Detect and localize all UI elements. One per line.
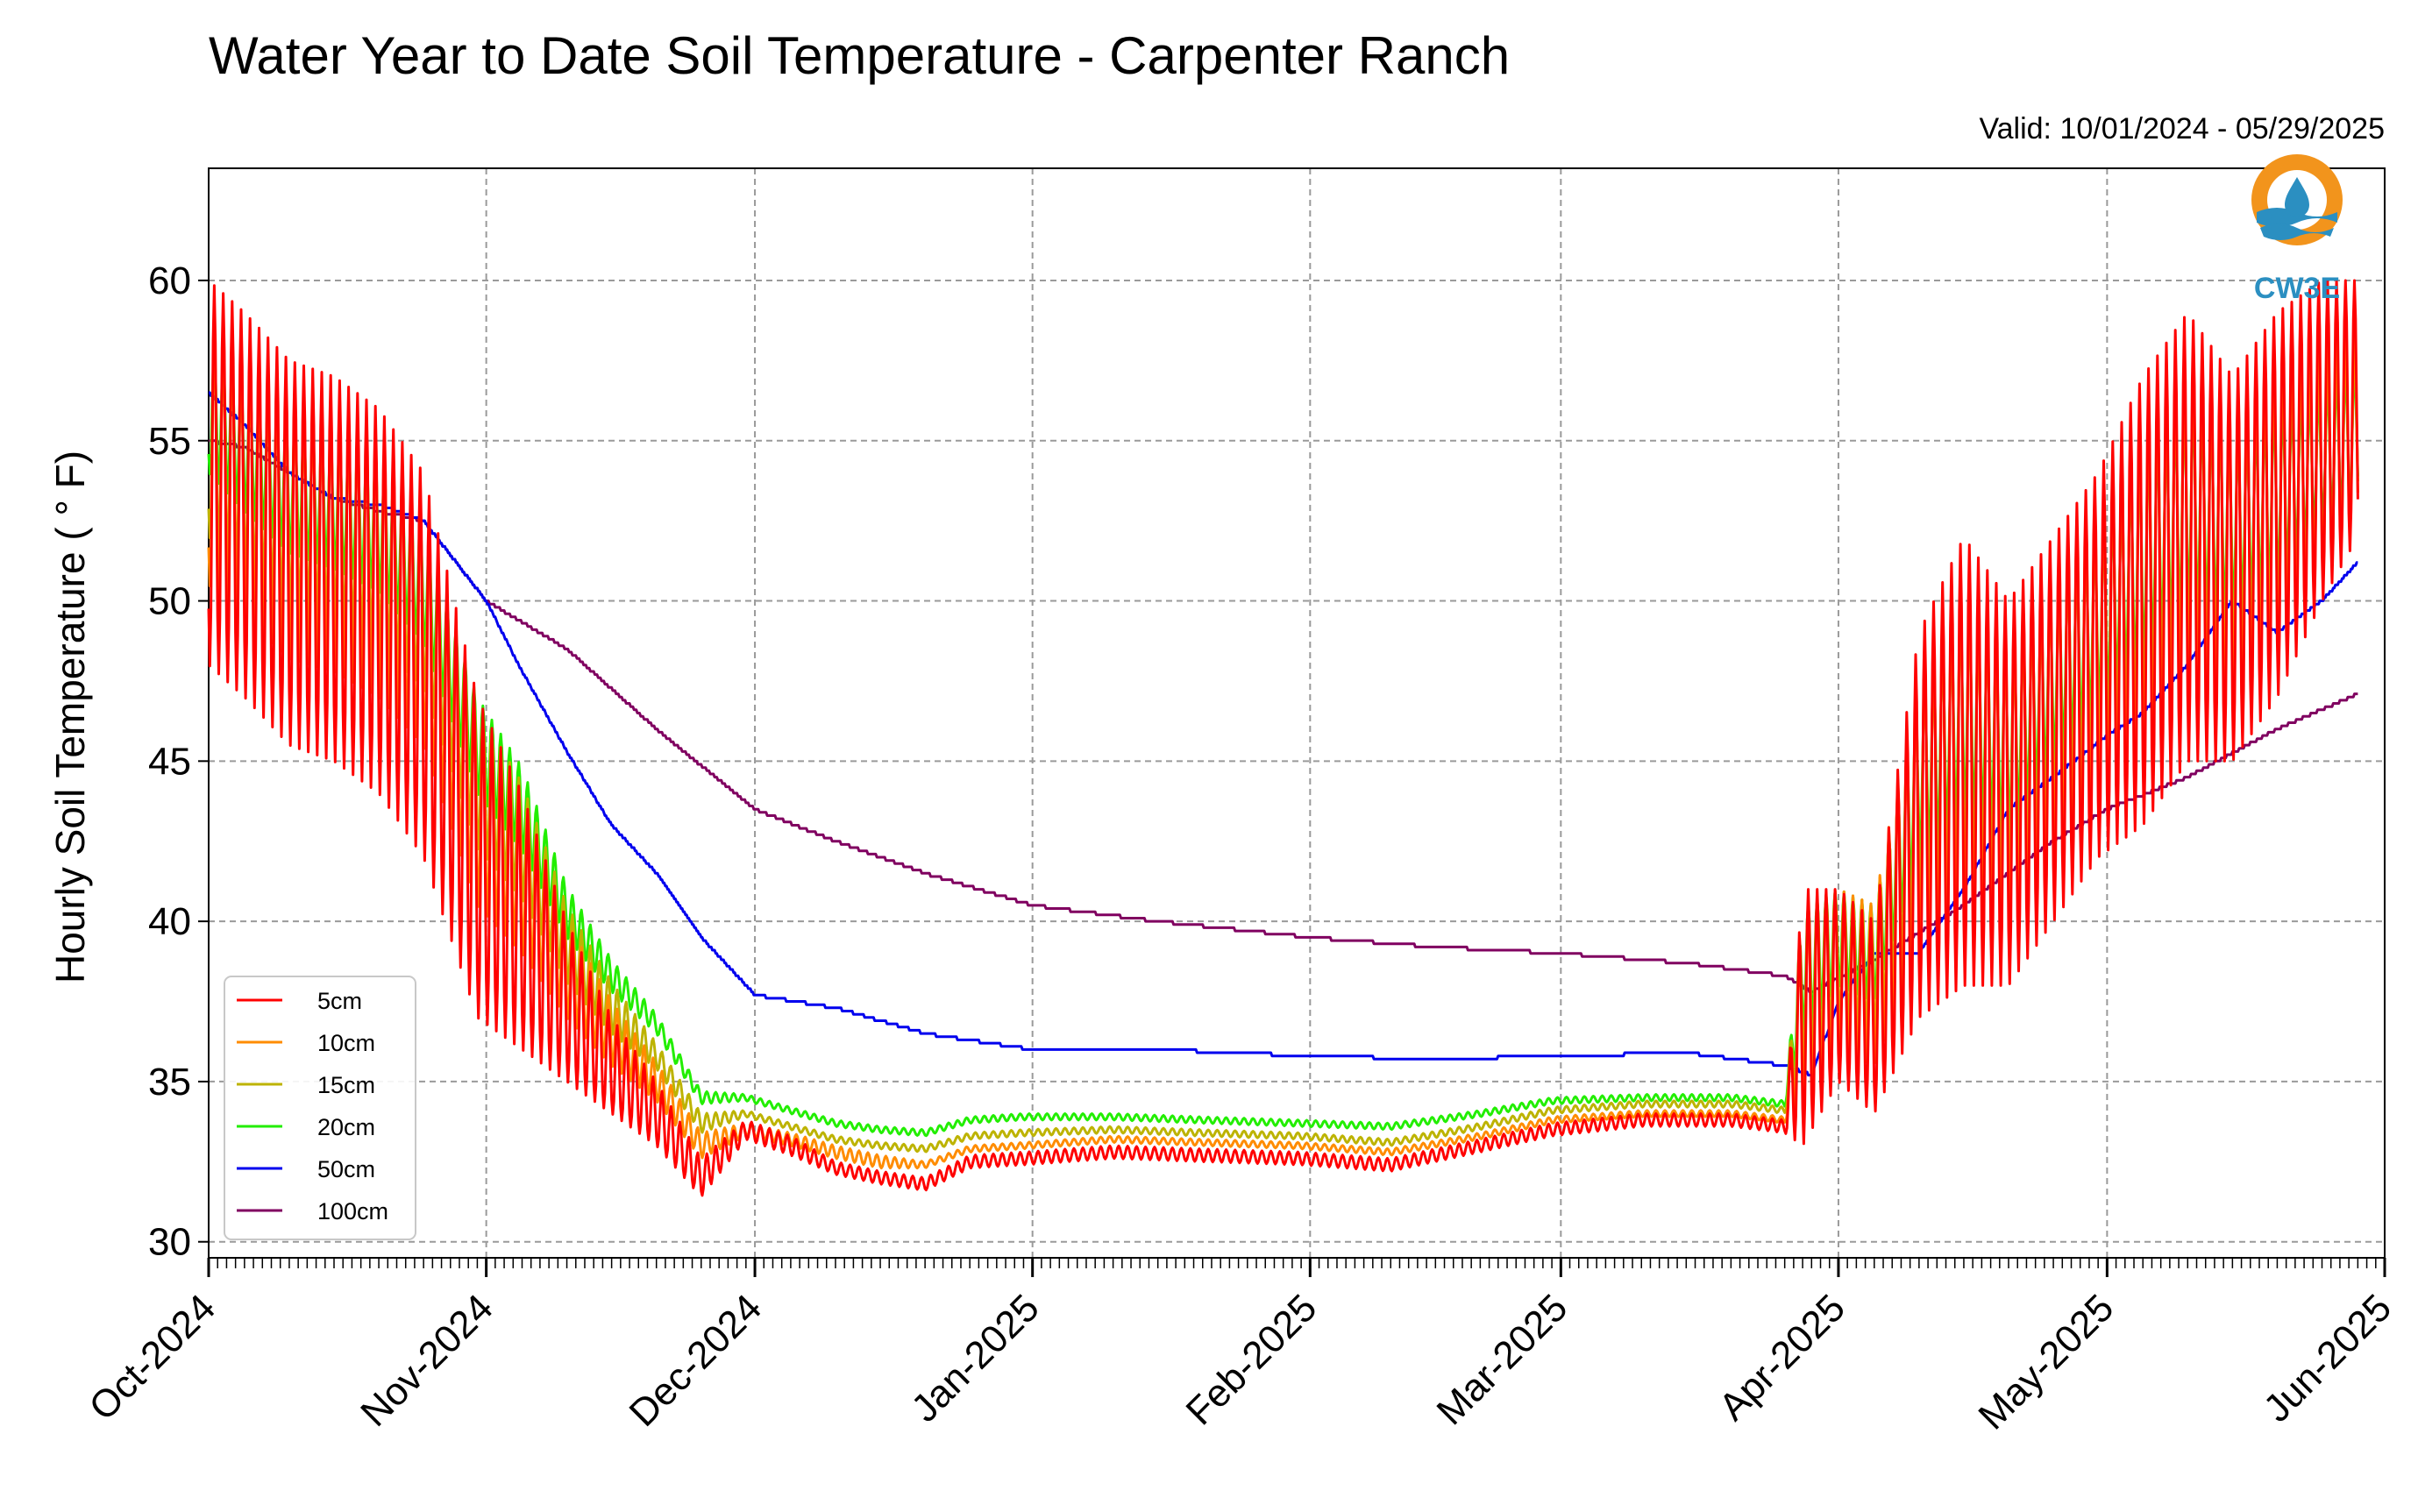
series-lines [207,279,2359,1197]
cw3e-logo: CW3E [2251,154,2343,305]
legend-label: 5cm [317,988,362,1014]
logo-wave-icon-2 [2260,224,2334,240]
y-tick-label: 50 [148,580,191,623]
legend-label: 15cm [317,1072,375,1098]
chart-title: Water Year to Date Soil Temperature - Ca… [209,26,1510,85]
y-tick-label: 45 [148,740,191,783]
logo-text: CW3E [2254,272,2340,305]
legend-label: 50cm [317,1156,375,1182]
valid-date-range: Valid: 10/01/2024 - 05/29/2025 [1979,112,2385,146]
legend: 5cm 10cm 15cm 20cm 50cm 100cm [224,976,416,1240]
y-axis-label: Hourly Soil Temperature ( ° F) [47,451,93,983]
plot-frame [208,167,2386,1259]
legend-label: 10cm [317,1030,375,1056]
logo-droplet-icon [2285,177,2309,217]
y-tick-label: 35 [148,1061,191,1104]
legend-label: 20cm [317,1114,375,1140]
series-line-5cm [207,279,2359,1197]
legend-label: 100cm [317,1198,388,1225]
y-tick-label: 55 [148,420,191,463]
y-tick-label: 30 [148,1221,191,1264]
y-tick-label: 60 [148,259,191,302]
y-tick-label: 40 [148,900,191,943]
